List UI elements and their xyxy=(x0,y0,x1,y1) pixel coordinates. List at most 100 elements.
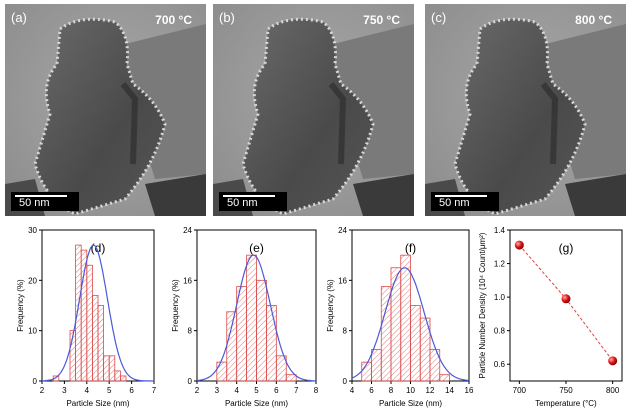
chart-d-xtick-label: 2 xyxy=(40,386,45,395)
chart-e-xtick-label: 7 xyxy=(294,386,299,395)
chart-d-ytick-label: 30 xyxy=(28,226,37,235)
chart-e-gaussian-fit xyxy=(196,254,317,382)
chart-f-bar xyxy=(439,374,450,382)
chart-e-xtick-label: 8 xyxy=(314,386,319,395)
chart-e-bar xyxy=(256,279,267,382)
scale-bar-label: 50 nm xyxy=(19,197,50,209)
chart-d-ylabel: Frequency (%) xyxy=(16,279,25,332)
chart-d-bar xyxy=(86,264,93,382)
chart-d-ytick-label: 10 xyxy=(28,327,37,336)
chart-e-xtick-label: 6 xyxy=(274,386,279,395)
temperature-label: 800 °C xyxy=(575,13,612,27)
scale-bar-line xyxy=(223,195,275,197)
chart-e-bar xyxy=(246,254,257,382)
chart-f-ytick-label: 8 xyxy=(343,327,348,336)
chart-g-ytick-label: 0.6 xyxy=(494,360,506,369)
chart-f-ylabel: Frequency (%) xyxy=(326,279,335,332)
micrograph xyxy=(425,4,626,216)
scale-bar: 50 nm xyxy=(431,192,499,211)
chart-e-ytick-label: 24 xyxy=(183,226,192,235)
chart-f-xtick-label: 12 xyxy=(426,386,435,395)
chart-g-ytick-label: 1.4 xyxy=(494,226,506,235)
chart-d-bar xyxy=(97,305,104,382)
chart-g-point xyxy=(608,356,618,366)
chart-e-ytick-label: 0 xyxy=(188,377,193,386)
chart-e-xtick-label: 5 xyxy=(254,386,259,395)
chart-d-bar xyxy=(103,355,110,382)
chart-e-xtick-label: 4 xyxy=(234,386,239,395)
chart-e-ytick-label: 16 xyxy=(183,276,192,285)
chart-e-xtick-label: 2 xyxy=(195,386,200,395)
chart-f-gaussian-fit xyxy=(351,267,470,382)
chart-f-xtick-label: 8 xyxy=(389,386,394,395)
chart-f-xtick-label: 6 xyxy=(369,386,374,395)
chart-f-xtick-label: 10 xyxy=(406,386,415,395)
chart-g-ylabel: Particle Number Density (10⁴ Count/μm²) xyxy=(478,232,487,378)
scale-bar-label: 50 nm xyxy=(227,197,258,209)
chart-f-bar xyxy=(371,349,382,382)
chart-d-bar xyxy=(120,375,127,382)
chart-g-ytick-label: 1.2 xyxy=(494,260,506,269)
chart-g-point xyxy=(561,294,571,304)
chart-d-gaussian-fit xyxy=(41,244,154,382)
chart-d-xtick-label: 4 xyxy=(85,386,90,395)
scale-bar-line xyxy=(15,195,67,197)
chart-g-ytick-label: 0.8 xyxy=(494,327,506,336)
chart-d-xtick-label: 6 xyxy=(129,386,134,395)
chart-e-xtick-label: 3 xyxy=(215,386,220,395)
panel-label: (c) xyxy=(431,10,447,25)
panel-label: (b) xyxy=(219,10,235,25)
chart-g-point xyxy=(514,240,524,250)
chart-d-bar xyxy=(108,355,116,382)
chart-d-bar xyxy=(92,295,99,382)
chart-g-panel-label: (g) xyxy=(559,241,574,255)
chart-g-xlabel: Temperature (°C) xyxy=(535,399,597,408)
chart-f-xtick-label: 14 xyxy=(445,386,454,395)
chart-f-xlabel: Particle Size (nm) xyxy=(379,399,442,408)
chart-f-xtick-label: 4 xyxy=(350,386,355,395)
chart-e-ytick-label: 8 xyxy=(188,327,193,336)
chart-d-ytick-label: 0 xyxy=(33,377,38,386)
chart-f-ytick-label: 0 xyxy=(343,377,348,386)
temperature-label: 750 °C xyxy=(363,13,400,27)
chart-e-panel-label: (e) xyxy=(249,241,264,255)
chart-d-bar xyxy=(114,370,121,382)
chart-f-bar xyxy=(400,254,411,382)
temperature-label: 700 °C xyxy=(155,13,192,27)
scale-bar-line xyxy=(435,195,487,197)
tem-image-1: (a) 700 °C 50 nm xyxy=(5,4,206,216)
chart-g-xtick-label: 750 xyxy=(559,386,573,395)
chart-f-ytick-label: 16 xyxy=(338,276,347,285)
chart-d-panel-label: (d) xyxy=(91,241,106,255)
chart-d-ytick-label: 20 xyxy=(28,276,37,285)
chart-e-bar xyxy=(216,361,228,382)
scale-bar-label: 50 nm xyxy=(439,197,470,209)
chart-e-bar xyxy=(275,355,287,382)
chart-f-xtick-label: 16 xyxy=(465,386,474,395)
chart-g-ytick-label: 1.0 xyxy=(494,293,506,302)
chart-d-xtick-label: 7 xyxy=(152,386,157,395)
scale-bar: 50 nm xyxy=(11,192,79,211)
tem-image-2: (b) 750 °C 50 nm xyxy=(213,4,414,216)
chart-f-bar xyxy=(380,286,392,382)
chart-f-bar xyxy=(429,349,441,382)
chart-e-bar xyxy=(285,374,297,382)
panel-label: (a) xyxy=(11,10,27,25)
chart-f-panel-label: (f) xyxy=(405,241,416,255)
chart-e-bar xyxy=(266,305,277,382)
chart-d-xtick-label: 5 xyxy=(107,386,112,395)
chart-e-xlabel: Particle Size (nm) xyxy=(225,399,288,408)
chart-e-ylabel: Frequency (%) xyxy=(171,279,180,332)
chart-e-bar xyxy=(226,311,238,382)
micrograph xyxy=(213,4,414,216)
chart-d-xlabel: Particle Size (nm) xyxy=(66,399,129,408)
chart-f-bar xyxy=(390,267,402,382)
chart-d-xtick-label: 3 xyxy=(62,386,67,395)
chart-f-ytick-label: 24 xyxy=(338,226,347,235)
chart-d-bar xyxy=(75,244,82,382)
chart-d-bar xyxy=(80,249,88,382)
chart-g-xtick-label: 700 xyxy=(513,386,527,395)
tem-image-3: (c) 800 °C 50 nm xyxy=(425,4,626,216)
micrograph xyxy=(5,4,206,216)
